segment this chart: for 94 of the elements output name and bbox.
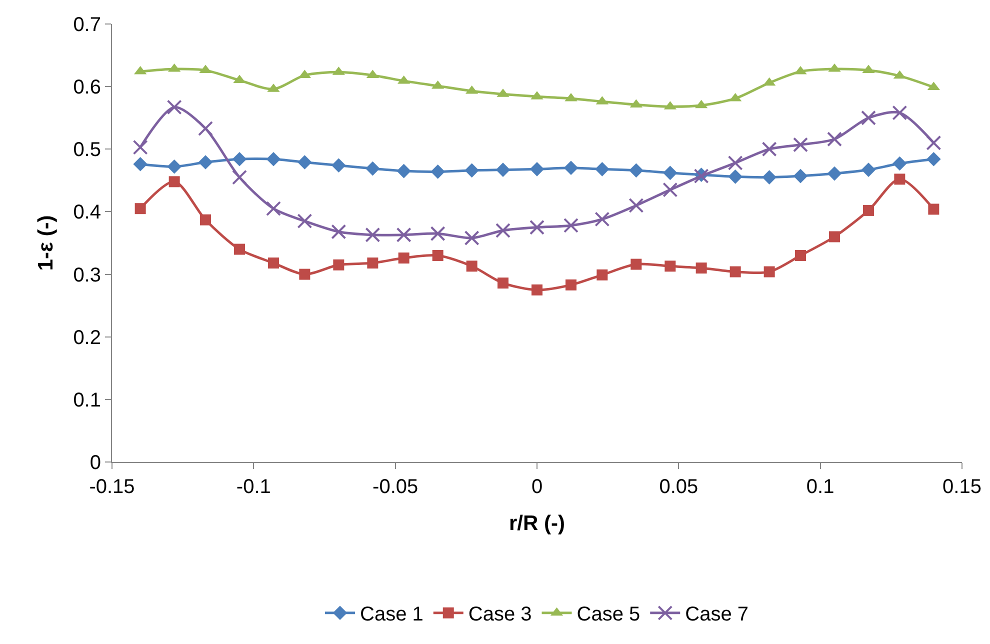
x-tick-label: 0 — [531, 476, 543, 498]
point — [664, 260, 676, 272]
point — [629, 163, 644, 178]
point — [795, 250, 806, 262]
point — [594, 212, 610, 227]
point — [863, 204, 874, 216]
point — [564, 160, 578, 176]
y-tick-label: 0.1 — [73, 389, 101, 412]
point — [396, 164, 411, 178]
point — [628, 198, 644, 213]
point — [926, 152, 941, 166]
point — [498, 278, 508, 289]
point — [892, 105, 908, 120]
point — [234, 244, 245, 255]
y-tick-label: 0.2 — [73, 326, 101, 349]
point — [564, 218, 578, 233]
point — [331, 224, 346, 240]
point — [398, 252, 410, 264]
point — [764, 266, 775, 278]
point — [663, 166, 678, 180]
x-tick-label: 0.05 — [659, 476, 698, 498]
y-tick-label: 0.5 — [73, 139, 101, 162]
point — [662, 182, 678, 198]
point — [827, 132, 842, 147]
point — [464, 230, 480, 246]
point — [861, 162, 876, 177]
point — [198, 155, 213, 170]
legend-label: Case 5 — [576, 604, 640, 626]
point — [464, 163, 479, 178]
point — [530, 162, 544, 176]
point — [332, 158, 346, 173]
point — [299, 268, 310, 280]
y-tick-label: 0 — [90, 452, 101, 474]
y-tick-label: 0.6 — [73, 76, 101, 99]
x-tick-label: 0.15 — [942, 476, 982, 498]
x-tick-label: -0.1 — [236, 476, 271, 498]
point — [198, 120, 213, 136]
point — [333, 259, 344, 270]
point — [696, 262, 707, 274]
point — [827, 166, 842, 181]
point — [430, 164, 445, 179]
y-tick-label: 0.7 — [73, 14, 101, 36]
point — [793, 137, 808, 152]
point — [762, 170, 776, 184]
point — [430, 226, 446, 242]
y-axis-title: 1-ε (-) — [34, 215, 58, 271]
y-tick-label: 0.3 — [73, 264, 101, 286]
point — [829, 231, 840, 242]
point — [861, 110, 876, 126]
point — [466, 260, 478, 272]
point — [297, 214, 312, 229]
point — [166, 100, 182, 115]
y-tick-label: 0.4 — [73, 202, 101, 224]
point — [168, 176, 180, 188]
point — [595, 162, 610, 176]
point — [365, 227, 380, 242]
point — [730, 266, 741, 278]
point — [496, 222, 510, 238]
point — [530, 220, 544, 235]
point — [200, 214, 211, 226]
legend-label: Case 1 — [360, 604, 424, 626]
x-tick-label: 0.1 — [806, 476, 834, 498]
point — [630, 258, 642, 270]
legend-label: Case 7 — [685, 604, 748, 626]
point — [133, 157, 148, 172]
point — [298, 155, 312, 170]
x-axis-title: r/R (-) — [509, 512, 565, 536]
point — [892, 156, 907, 171]
point — [268, 258, 279, 269]
point — [793, 168, 808, 184]
point — [762, 142, 777, 157]
x-tick-label: -0.15 — [89, 476, 135, 498]
point — [266, 152, 281, 166]
x-tick-label: -0.05 — [372, 476, 418, 498]
point — [928, 204, 940, 215]
point — [232, 152, 247, 166]
point — [894, 174, 906, 185]
legend-label: Case 3 — [468, 604, 532, 626]
point — [926, 135, 942, 150]
point — [596, 269, 608, 280]
point — [232, 170, 247, 185]
point — [532, 284, 542, 296]
point — [728, 155, 743, 170]
point — [167, 160, 182, 174]
point — [266, 201, 281, 216]
point — [132, 140, 148, 155]
point — [367, 258, 378, 269]
point — [566, 279, 576, 290]
point — [396, 227, 412, 242]
point — [366, 161, 380, 176]
point — [496, 162, 510, 177]
point — [134, 203, 146, 214]
point — [432, 250, 444, 262]
point — [728, 170, 742, 184]
